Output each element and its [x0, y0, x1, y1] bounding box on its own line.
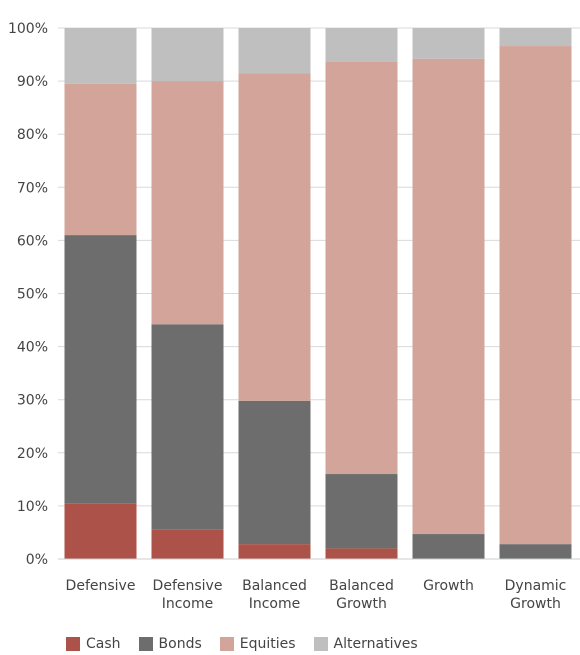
chart-legend: Cash Bonds Equities Alternatives	[66, 636, 418, 652]
bar-segment-bonds	[238, 400, 311, 545]
x-tick-label: Balanced Growth	[329, 578, 394, 612]
legend-label: Equities	[239, 636, 296, 652]
y-tick-label: 60%	[17, 233, 48, 249]
x-tick-label: Growth	[423, 578, 474, 594]
bar-segment-alternatives	[412, 28, 485, 59]
bar-segment-cash	[325, 548, 398, 559]
y-tick-label: 80%	[17, 127, 48, 143]
bar-segment-bonds	[412, 534, 485, 559]
bar-segment-equities	[151, 81, 224, 325]
bar-segment-alternatives	[499, 28, 572, 47]
x-tick-label: Defensive Income	[153, 578, 223, 612]
x-tick-label: Defensive	[66, 578, 136, 594]
y-tick-label: 20%	[17, 446, 48, 462]
bar-segment-equities	[325, 61, 398, 475]
legend-item-cash: Cash	[66, 636, 121, 652]
y-tick-label: 10%	[17, 499, 48, 515]
y-tick-label: 50%	[17, 287, 48, 303]
bar-segment-bonds	[151, 324, 224, 530]
bar-segment-alternatives	[64, 28, 137, 84]
legend-swatch	[313, 637, 328, 651]
bar-segment-equities	[412, 58, 485, 535]
legend-item-bonds: Bonds	[138, 636, 202, 652]
bar-segment-bonds	[499, 544, 572, 559]
x-tick-label: Balanced Income	[242, 578, 307, 612]
legend-label: Bonds	[158, 636, 202, 652]
bar-segment-equities	[64, 83, 137, 236]
x-tick-label: Dynamic Growth	[505, 578, 567, 612]
legend-swatch	[219, 637, 234, 651]
legend-swatch	[66, 637, 80, 651]
bar-segment-alternatives	[238, 28, 311, 74]
bar-segment-equities	[499, 46, 572, 545]
bar-segment-bonds	[64, 235, 137, 504]
bar-segment-equities	[238, 73, 311, 401]
y-tick-label: 40%	[17, 340, 48, 356]
y-tick-label: 70%	[17, 180, 48, 196]
legend-item-alternatives: Alternatives	[313, 636, 418, 652]
y-tick-label: 0%	[26, 552, 48, 568]
bar-segment-cash	[238, 544, 311, 559]
legend-item-equities: Equities	[219, 636, 296, 652]
bar-segment-bonds	[325, 474, 398, 549]
bar-segment-cash	[64, 503, 137, 559]
bar-segment-alternatives	[325, 28, 398, 62]
y-tick-label: 90%	[17, 74, 48, 90]
legend-label: Alternatives	[333, 636, 418, 652]
legend-label: Cash	[86, 636, 121, 652]
legend-swatch	[138, 637, 153, 651]
bar-segment-alternatives	[151, 28, 224, 82]
y-tick-label: 100%	[8, 21, 48, 37]
y-tick-label: 30%	[17, 393, 48, 409]
bar-segment-cash	[151, 529, 224, 559]
